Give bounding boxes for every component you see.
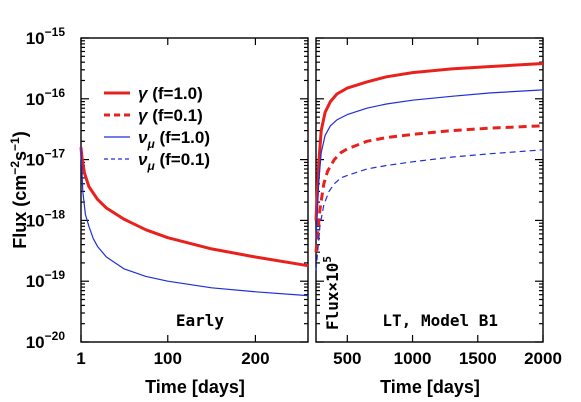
left-series-line-0 bbox=[79, 147, 309, 268]
legend-label-1: γ (f=0.1) bbox=[138, 106, 203, 125]
right-x-tick-label: 2000 bbox=[524, 349, 562, 368]
left-panel-frame bbox=[80, 37, 309, 343]
right-series-line-1 bbox=[314, 124, 544, 253]
right-x-tick-label: 1000 bbox=[394, 349, 432, 368]
left-x-tick-label: 100 bbox=[154, 349, 182, 368]
left-panel-label: Early bbox=[176, 311, 225, 330]
y-tick-label: 10−17 bbox=[26, 147, 66, 170]
y-tick-label: 10−18 bbox=[26, 207, 66, 230]
y-tick-label: 10−20 bbox=[26, 329, 66, 352]
y-tick-label: 10−16 bbox=[26, 86, 66, 109]
right-series-line-3 bbox=[315, 149, 544, 271]
right-series-line-0 bbox=[314, 62, 544, 221]
right-x-axis-label: Time [days] bbox=[380, 377, 480, 397]
y-tick-label: 10−15 bbox=[26, 25, 66, 48]
right-x-tick-label: 500 bbox=[333, 349, 361, 368]
right-panel-frame bbox=[315, 37, 544, 343]
right-side-label: Flux×105 bbox=[321, 256, 342, 330]
left-x-tick-label: 200 bbox=[241, 349, 269, 368]
right-series-group bbox=[314, 62, 544, 271]
y-axis-label: Flux (cm−2s−1) bbox=[8, 131, 30, 248]
legend-label-2: νμ (f=1.0) bbox=[138, 128, 210, 151]
legend: γ (f=1.0) γ (f=0.1) νμ (f=1.0)νμ (f=0.1) bbox=[104, 84, 210, 173]
legend-label-3: νμ (f=0.1) bbox=[138, 150, 210, 173]
y-tick-label: 10−19 bbox=[26, 268, 66, 291]
right-series-line-2 bbox=[315, 89, 544, 239]
left-x-axis-label: Time [days] bbox=[145, 377, 245, 397]
legend-label-0: γ (f=1.0) bbox=[138, 84, 203, 103]
left-series-line-1 bbox=[80, 147, 309, 297]
left-x-tick-label: 1 bbox=[76, 349, 85, 368]
left-axis-ticks: 1 100 200 10−15 10−16 10−17 10−18 10−19 10−20 bbox=[26, 25, 308, 368]
right-panel-label: LT, Model B1 bbox=[382, 311, 498, 330]
left-series-group bbox=[79, 147, 309, 297]
right-x-tick-label: 1500 bbox=[459, 349, 497, 368]
